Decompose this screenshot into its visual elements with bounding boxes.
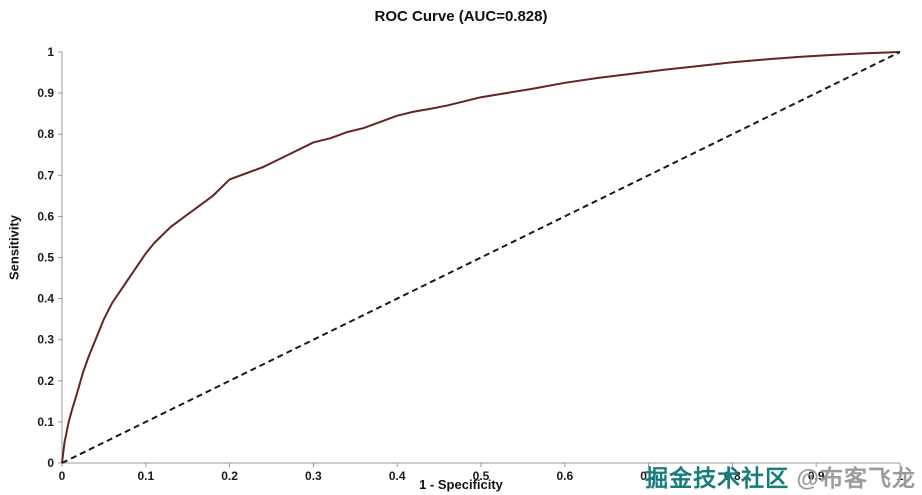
y-tick-label: 0.9 [37, 86, 54, 100]
x-tick-label: 0.8 [724, 469, 741, 483]
y-tick-label: 0 [47, 456, 54, 470]
y-tick-label: 0.8 [37, 127, 54, 141]
y-tick-label: 0.6 [37, 209, 54, 223]
x-tick-label: 0.9 [808, 469, 825, 483]
x-tick-label: 0 [59, 469, 66, 483]
roc-curve-line [61, 51, 901, 464]
watermark-community-name: 掘金技术社区 [645, 465, 790, 491]
y-tick-label: 0.1 [37, 415, 54, 429]
x-tick-label: 0.3 [305, 469, 322, 483]
x-axis-label: 1 - Specificity [419, 477, 503, 492]
chart-title: ROC Curve (AUC=0.828) [374, 8, 548, 25]
y-tick-label: 0.2 [37, 374, 54, 388]
x-tick-label: 0.1 [137, 469, 154, 483]
watermark: 掘金技术社区 @布客飞龙 [645, 459, 916, 493]
x-tick-label: 0.4 [389, 469, 406, 483]
y-tick-label: 0.4 [37, 292, 54, 306]
y-tick-label: 0.5 [37, 251, 54, 265]
watermark-author-name: @布客飞龙 [789, 465, 916, 491]
y-tick-label: 1 [47, 45, 54, 59]
y-tick-label: 0.3 [37, 333, 54, 347]
y-tick-label: 0.7 [37, 168, 54, 182]
x-tick-label: 0.7 [640, 469, 657, 483]
y-axis-label: Sensitivity [6, 214, 22, 281]
x-tick-label: 0.2 [221, 469, 238, 483]
x-tick-label: 0.5 [473, 469, 490, 483]
x-tick-label: 1 [897, 469, 904, 483]
x-tick-label: 0.6 [556, 469, 573, 483]
reference-line [61, 51, 901, 464]
